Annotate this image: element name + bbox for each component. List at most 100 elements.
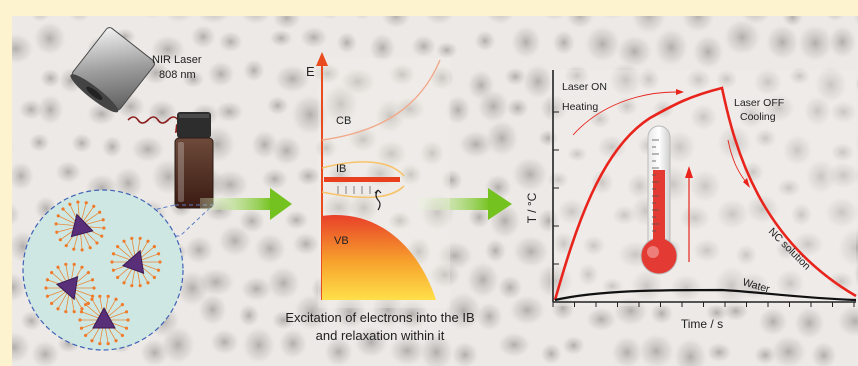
texture-blob <box>163 16 195 25</box>
texture-blob <box>260 167 290 191</box>
texture-blob <box>181 69 205 89</box>
ligand-head <box>126 318 130 322</box>
ligand-head <box>138 236 142 240</box>
series-nc-solution <box>553 86 857 301</box>
texture-blob <box>12 330 32 365</box>
ligand-head <box>76 200 80 204</box>
cooling-arrow <box>727 139 747 183</box>
energy-axis-label: E <box>306 64 315 79</box>
texture-blob <box>484 118 520 158</box>
texture-blob <box>32 20 68 57</box>
texture-blob <box>542 16 567 22</box>
texture-blob <box>322 82 360 126</box>
texture-blob <box>555 197 589 226</box>
texture-blob <box>712 0 740 15</box>
thermometer-icon <box>640 125 678 275</box>
texture-blob <box>314 137 339 160</box>
texture-blob <box>580 234 607 257</box>
texture-blob <box>268 28 294 48</box>
texture-blob <box>684 67 713 93</box>
texture-blob <box>142 16 164 20</box>
texture-blob <box>113 16 120 17</box>
texture-blob <box>715 123 754 163</box>
texture-blob <box>566 145 589 163</box>
texture-blob <box>736 99 766 130</box>
laser-on-label: Laser ON <box>562 81 607 93</box>
texture-blob <box>615 34 654 69</box>
ligand-head <box>84 201 88 205</box>
texture-blob <box>610 335 644 366</box>
texture-blob <box>380 16 412 30</box>
texture-blob <box>775 177 803 199</box>
valence-band <box>322 215 436 300</box>
ligand-head <box>122 239 126 243</box>
ligand-head <box>116 244 120 249</box>
ligand-head <box>90 294 95 298</box>
texture-blob <box>242 58 266 83</box>
cb-label: CB <box>336 115 351 127</box>
chart-ylabel: T / °C <box>525 192 539 223</box>
ligand-head <box>64 262 68 266</box>
texture-blob <box>210 168 251 201</box>
ib-label: IB <box>336 163 346 175</box>
texture-blob <box>774 267 807 299</box>
texture-blob <box>551 29 576 57</box>
texture-blob <box>510 24 542 60</box>
texture-blob <box>418 332 455 366</box>
ligand-head <box>58 238 62 242</box>
ligand-head <box>72 247 76 251</box>
texture-blob <box>12 202 22 227</box>
ligand-head <box>45 278 50 282</box>
texture-blob <box>265 95 290 116</box>
ligand-head <box>152 244 156 249</box>
texture-blob <box>320 192 358 222</box>
texture-blob <box>680 16 716 34</box>
texture-blob <box>662 129 698 165</box>
ligand-head <box>88 246 92 250</box>
texture-blob <box>722 18 762 57</box>
ligand-head <box>101 218 105 222</box>
texture-blob <box>760 92 797 124</box>
ligand-head <box>56 307 60 311</box>
texture-blob <box>741 160 765 185</box>
ligand-head <box>72 262 76 266</box>
texture-blob <box>677 203 712 232</box>
ligand-head <box>80 265 84 269</box>
texture-blob <box>584 306 618 332</box>
texture-blob <box>535 261 575 301</box>
texture-blob <box>295 165 322 187</box>
ligand-head <box>110 260 114 264</box>
ligand-head <box>111 268 116 272</box>
texture-blob <box>312 62 342 85</box>
texture-blob <box>612 294 650 327</box>
texture-blob <box>787 66 812 86</box>
ligand-head <box>56 214 60 218</box>
texture-blob <box>483 238 508 264</box>
texture-blob <box>393 96 427 122</box>
texture-blob <box>583 24 622 64</box>
band-diagram: E CB IB VB Excitation of electrons into … <box>285 52 475 343</box>
texture-blob <box>600 277 625 296</box>
texture-blob <box>428 260 463 289</box>
texture-blob <box>828 99 858 125</box>
ligand-head <box>120 333 124 338</box>
ligand-head <box>98 210 102 214</box>
texture-blob <box>769 334 808 366</box>
texture-blob <box>537 128 560 148</box>
texture-blob <box>129 135 166 164</box>
texture-blob <box>672 336 708 366</box>
chart-xlabel: Time / s <box>681 317 723 331</box>
ligand-head <box>100 234 104 238</box>
texture-blob <box>705 341 733 363</box>
texture-blob <box>458 16 474 18</box>
texture-blob <box>691 237 723 264</box>
ligand-head <box>92 204 96 208</box>
texture-blob <box>299 25 329 49</box>
ligand-head <box>84 333 88 338</box>
texture-blob <box>588 108 612 130</box>
texture-blob <box>159 324 197 366</box>
texture-blob <box>637 332 676 366</box>
ligand-head <box>98 294 102 298</box>
texture-blob <box>12 160 35 192</box>
